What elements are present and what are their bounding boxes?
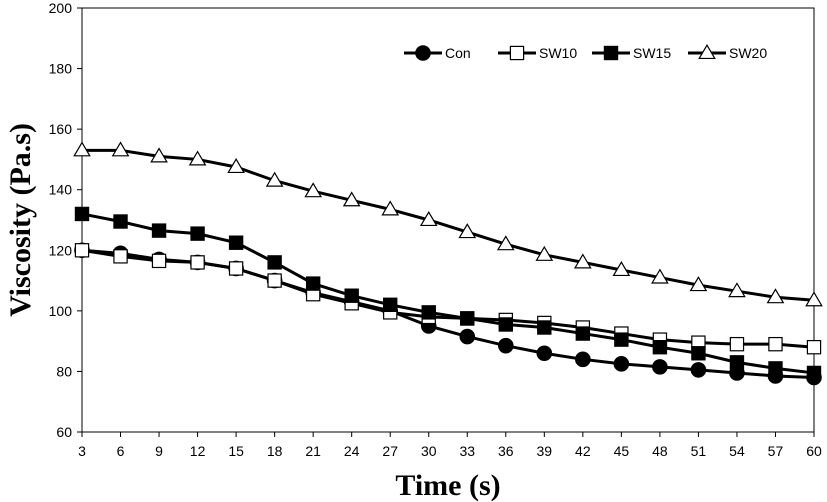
point-sw15 — [691, 346, 706, 361]
point-con — [459, 328, 476, 345]
y-axis-title: Viscosity (Pa.s) — [4, 123, 37, 317]
y-tick-label: 60 — [56, 424, 72, 440]
x-tick-label: 57 — [768, 443, 784, 459]
point-sw20 — [573, 253, 592, 269]
point-sw10 — [806, 340, 822, 355]
point-sw20 — [419, 211, 438, 227]
point-sw15 — [729, 355, 745, 370]
x-tick-label: 33 — [459, 443, 475, 459]
point-con — [536, 345, 553, 362]
point-sw20 — [496, 235, 515, 251]
point-sw10 — [113, 249, 128, 264]
point-sw20 — [188, 150, 207, 166]
y-tick-label: 180 — [49, 61, 73, 77]
point-sw20 — [381, 200, 400, 216]
point-sw20 — [728, 282, 746, 298]
y-tick-label: 200 — [49, 0, 73, 16]
legend-label-sw15: SW15 — [633, 45, 671, 61]
x-tick-label: 30 — [421, 443, 437, 459]
point-sw20 — [304, 182, 323, 198]
legend-marker-sw15 — [603, 45, 619, 61]
y-tick-label: 160 — [49, 121, 73, 137]
y-tick-label: 140 — [49, 182, 73, 198]
legend: Con SW10 SW15 SW20 — [404, 44, 767, 61]
y-tick-label: 80 — [56, 363, 72, 379]
point-sw15 — [305, 276, 321, 291]
point-con — [575, 351, 591, 368]
point-sw15 — [344, 288, 359, 303]
point-sw15 — [74, 206, 90, 222]
point-sw15 — [113, 214, 128, 229]
x-axis-title: Time (s) — [395, 469, 500, 502]
point-sw10 — [151, 253, 167, 269]
point-sw15 — [806, 365, 822, 381]
point-sw20 — [342, 191, 361, 207]
x-tick-label: 12 — [190, 443, 206, 459]
point-sw15 — [421, 305, 436, 320]
point-sw15 — [190, 226, 205, 241]
x-tick-label: 39 — [537, 443, 553, 459]
x-tick-label: 9 — [155, 443, 163, 459]
point-sw20 — [689, 276, 708, 292]
point-sw15 — [267, 255, 282, 270]
point-sw15 — [575, 326, 591, 341]
point-sw15 — [652, 340, 668, 355]
x-tick-label: 21 — [305, 443, 321, 459]
legend-marker-con — [415, 45, 431, 61]
x-tick-label: 42 — [575, 443, 591, 459]
x-tick-label: 15 — [228, 443, 244, 459]
x-tick-label: 45 — [614, 443, 630, 459]
point-sw20 — [458, 223, 477, 239]
point-sw20 — [805, 291, 823, 307]
x-tick-label: 60 — [806, 443, 822, 459]
series-line-sw20 — [82, 148, 815, 302]
point-sw20 — [111, 141, 130, 157]
point-sw15 — [498, 317, 513, 332]
point-sw15 — [768, 361, 783, 376]
point-sw15 — [383, 297, 398, 313]
legend-label-con: Con — [445, 45, 471, 61]
point-sw15 — [151, 223, 167, 238]
point-con — [613, 356, 630, 372]
point-con — [497, 337, 514, 354]
point-sw20 — [227, 158, 245, 174]
point-sw20 — [150, 147, 168, 163]
x-tick-label: 24 — [344, 443, 360, 459]
point-sw20 — [73, 141, 91, 157]
point-sw10 — [267, 273, 282, 288]
point-sw20 — [612, 260, 631, 277]
legend-marker-sw20 — [698, 44, 716, 60]
point-sw15 — [228, 235, 244, 250]
y-tick-label: 120 — [49, 242, 73, 258]
legend-label-sw10: SW10 — [539, 45, 577, 61]
point-sw15 — [460, 311, 475, 326]
point-sw15 — [614, 332, 629, 347]
point-sw20 — [265, 171, 284, 187]
point-sw20 — [651, 268, 669, 284]
point-sw20 — [535, 245, 554, 261]
point-sw10 — [729, 336, 745, 352]
point-con — [690, 362, 707, 378]
legend-label-sw20: SW20 — [729, 45, 767, 61]
x-tick-label: 48 — [652, 443, 668, 459]
x-tick-label: 51 — [691, 443, 707, 459]
point-sw10 — [228, 261, 244, 276]
x-tick-label: 18 — [267, 443, 283, 459]
x-tick-label: 6 — [117, 443, 125, 459]
point-sw15 — [537, 320, 552, 335]
point-sw10 — [768, 336, 783, 352]
x-tick-label: 36 — [498, 443, 514, 459]
point-sw10 — [190, 255, 205, 270]
point-con — [652, 359, 668, 375]
point-sw20 — [766, 288, 785, 304]
x-tick-label: 27 — [382, 443, 398, 459]
x-tick-label: 54 — [729, 443, 745, 459]
x-tick-label: 3 — [78, 443, 86, 459]
legend-marker-sw10 — [509, 45, 525, 61]
point-sw10 — [74, 243, 90, 258]
y-tick-label: 100 — [49, 303, 73, 319]
series-markers — [73, 141, 823, 386]
